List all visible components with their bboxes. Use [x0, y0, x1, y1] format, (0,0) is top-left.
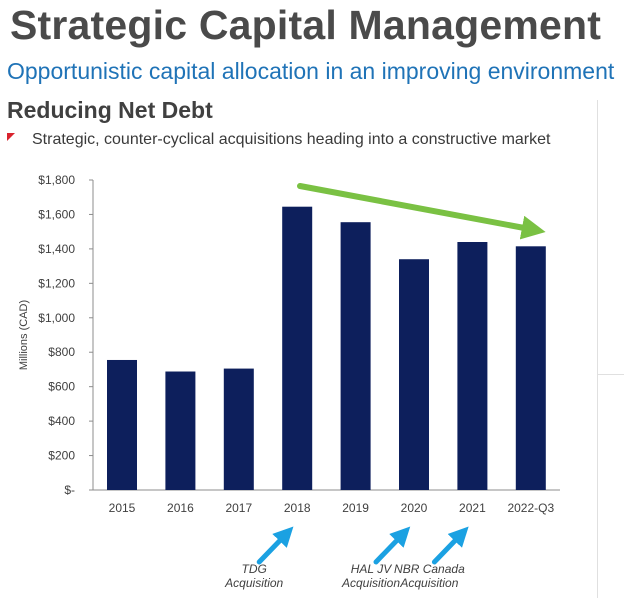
x-tick-label: 2020	[401, 501, 428, 515]
annotation-arrow-icon	[431, 526, 469, 565]
annotation-label: NBR Canada Acquisition	[394, 562, 465, 590]
horizontal-divider	[597, 374, 624, 375]
bar-2021	[457, 242, 488, 490]
y-tick-label: $1,200	[38, 276, 75, 290]
x-tick-label: 2021	[459, 501, 486, 515]
bar-2020	[399, 259, 429, 490]
y-tick-label: $1,400	[38, 242, 75, 256]
x-tick-label: 2019	[342, 501, 369, 515]
y-tick-label: $-	[64, 483, 75, 497]
y-tick-label: $400	[48, 414, 75, 428]
bar-2019	[340, 222, 371, 490]
y-tick-label: $1,800	[38, 173, 75, 187]
annotation-arrow-icon	[373, 526, 411, 565]
bar-2016	[165, 371, 196, 490]
x-tick-label: 2018	[284, 501, 311, 515]
page-title: Strategic Capital Management	[10, 2, 602, 48]
y-tick-label: $600	[48, 380, 75, 394]
bar-2022-Q3	[515, 246, 546, 490]
y-axis-label: Millions (CAD)	[18, 300, 30, 370]
annotation-label: HAL JV Acquisition	[341, 562, 400, 590]
y-tick-label: $800	[48, 345, 75, 359]
x-tick-label: 2016	[167, 501, 194, 515]
page-subtitle: Opportunistic capital allocation in an i…	[7, 58, 615, 84]
annotation-label: TDG Acquisition	[224, 562, 283, 590]
x-tick-label: 2022-Q3	[507, 501, 554, 515]
x-tick-label: 2017	[225, 501, 252, 515]
y-tick-label: $200	[48, 449, 75, 463]
section-heading: Reducing Net Debt	[7, 97, 213, 123]
trend-arrow-icon	[297, 183, 546, 240]
bar-2018	[282, 206, 313, 490]
annotation-arrow-icon	[256, 526, 294, 565]
y-tick-label: $1,000	[38, 311, 75, 325]
bullet-text: Strategic, counter-cyclical acquisitions…	[32, 131, 551, 148]
bar-2015	[107, 359, 137, 490]
bar-2017	[223, 368, 254, 490]
y-tick-label: $1,600	[38, 207, 75, 221]
x-tick-label: 2015	[109, 501, 136, 515]
bullet-marker-icon	[7, 133, 15, 141]
vertical-divider	[597, 100, 598, 598]
